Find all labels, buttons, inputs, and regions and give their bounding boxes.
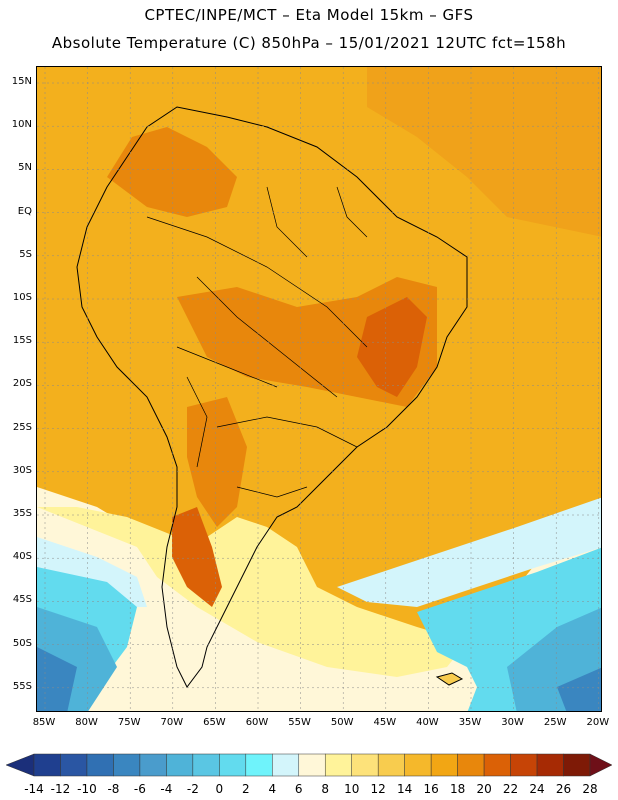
colorbar-swatch xyxy=(430,753,458,777)
latitude-label: 20S xyxy=(12,378,32,390)
country-borders xyxy=(146,186,368,498)
longitude-label: 50W xyxy=(330,717,354,728)
longitude-label: 80W xyxy=(75,717,98,728)
south-pale-cyan-field xyxy=(37,497,601,607)
latitude-label: 35S xyxy=(12,508,32,519)
latitude-label: 40S xyxy=(12,551,32,563)
south-sky-field xyxy=(37,607,601,711)
longitude-label: 40W xyxy=(416,717,439,728)
longitude-label: 45W xyxy=(373,717,397,728)
colorbar-label: 6 xyxy=(294,782,303,796)
latitude-label: 25S xyxy=(12,421,32,433)
colorbar-label: 24 xyxy=(529,782,545,796)
longitude-label: 25W xyxy=(543,717,567,728)
colorbar-label: -14 xyxy=(24,782,44,796)
latitude-label: 50S xyxy=(12,637,32,649)
colorbar-swatch xyxy=(113,753,141,777)
latitude-label: 5N xyxy=(18,162,32,174)
map-subtitle: Absolute Temperature (C) 850hPa – 15/01/… xyxy=(51,34,567,52)
colorbar-label: 12 xyxy=(370,782,386,796)
colorbar-label: -4 xyxy=(160,782,173,796)
colorbar-swatch xyxy=(536,753,564,777)
colorbar-swatch xyxy=(60,753,88,777)
colorbar-label: -12 xyxy=(50,782,71,796)
falkland-islands xyxy=(435,672,464,686)
colorbar-label: 18 xyxy=(449,782,466,796)
colorbar-label: 20 xyxy=(476,782,492,796)
colorbar-label: -10 xyxy=(77,782,97,796)
colorbar-label: -6 xyxy=(133,782,146,796)
latitude-label: 5S xyxy=(19,248,32,260)
longitude-label: 75W xyxy=(117,717,141,728)
hot-patch-patagonia xyxy=(172,507,222,607)
colorbar-label: -8 xyxy=(107,782,120,796)
colorbar-swatch xyxy=(510,753,538,777)
colorbar-label: -2 xyxy=(186,782,199,796)
colorbar-label: 26 xyxy=(555,782,572,796)
colorbar-label: 22 xyxy=(502,782,519,796)
colorbar-swatch xyxy=(272,753,300,777)
longitude-label: 20W xyxy=(586,717,610,728)
hot-patch-east-brazil xyxy=(357,297,427,397)
map-title: CPTEC/INPE/MCT – Eta Model 15km – GFS xyxy=(144,6,474,24)
colorbar-swatch xyxy=(86,753,114,777)
colorbar-swatch xyxy=(404,753,432,777)
colorbar-swatch xyxy=(139,753,167,777)
longitude-label: 55W xyxy=(288,717,311,728)
colorbar-swatch xyxy=(483,753,511,777)
south-yellow-field xyxy=(37,507,467,677)
colorbar-label: 8 xyxy=(321,782,330,796)
longitude-label: 30W xyxy=(501,717,524,728)
longitude-label: 85W xyxy=(32,717,56,728)
latitude-label: 45S xyxy=(12,594,32,606)
latitude-label: 15N xyxy=(11,76,32,87)
latitude-label: 55S xyxy=(12,680,32,692)
colorbar-swatch xyxy=(563,753,591,777)
latitude-label: 15S xyxy=(12,335,32,347)
colorbar-label: 0 xyxy=(215,782,224,796)
longitude-label: 70W xyxy=(160,717,184,728)
longitude-label: 65W xyxy=(203,717,226,728)
continent-outline xyxy=(76,106,468,688)
colorbar-swatch xyxy=(33,753,61,777)
colorbar-swatch xyxy=(298,753,326,777)
north-ocean-field xyxy=(367,67,601,237)
colorbar-swatch xyxy=(351,753,379,777)
colorbar-min-arrow xyxy=(5,753,35,777)
colorbar-swatch xyxy=(219,753,247,777)
colorbar-swatch xyxy=(377,753,405,777)
colorbar-label: 28 xyxy=(582,782,598,796)
longitude-label: 35W xyxy=(458,717,482,728)
colorbar-label: 2 xyxy=(241,782,250,796)
colorbar-label: 10 xyxy=(344,782,360,796)
colorbar-swatch xyxy=(192,753,220,777)
colorbar-label: 16 xyxy=(423,782,439,796)
colorbar-label: 4 xyxy=(268,782,277,796)
warm-patch-argentina xyxy=(187,397,247,527)
latitude-label: 10N xyxy=(11,119,32,131)
colorbar-max-arrow xyxy=(589,753,613,777)
colorbar-swatch xyxy=(245,753,273,777)
latitude-label: EQ xyxy=(17,205,32,217)
colorbar xyxy=(5,753,613,777)
colorbar-swatch xyxy=(324,753,352,777)
latitude-label: 10S xyxy=(12,292,32,303)
latitude-label: 30S xyxy=(12,464,32,476)
warm-patch-north-andes xyxy=(107,127,237,217)
colorbar-swatch xyxy=(457,753,485,777)
longitude-label: 60W xyxy=(245,717,269,728)
map-canvas xyxy=(37,67,601,711)
colorbar-swatch xyxy=(166,753,194,777)
colorbar-label: 14 xyxy=(397,782,413,796)
temperature-map xyxy=(36,66,602,712)
